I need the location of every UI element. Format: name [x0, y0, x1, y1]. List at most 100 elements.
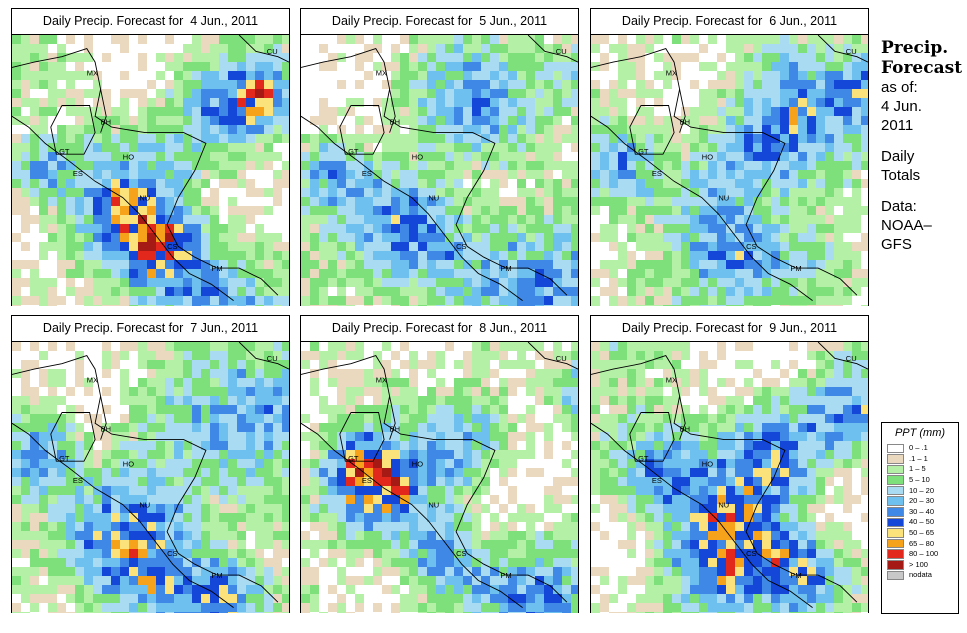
precip-cell [735, 80, 744, 89]
precip-cell [834, 134, 843, 143]
precip-cell [156, 233, 165, 242]
precip-cell [282, 405, 289, 414]
precip-cell [472, 35, 481, 44]
precip-cell [273, 296, 282, 305]
precip-cell [600, 459, 609, 468]
precip-cell [636, 179, 645, 188]
precip-cell [301, 414, 310, 423]
precip-cell [508, 125, 517, 134]
precip-cell [445, 152, 454, 161]
precip-cell [789, 143, 798, 152]
precip-cell [735, 468, 744, 477]
precip-cell [147, 432, 156, 441]
precip-cell [645, 549, 654, 558]
precip-cell [517, 513, 526, 522]
precip-cell [708, 206, 717, 215]
precip-cell [463, 287, 472, 296]
precip-cell [645, 522, 654, 531]
precip-cell [517, 143, 526, 152]
precip-cell [499, 504, 508, 513]
precip-cell [255, 459, 264, 468]
precip-cell [645, 179, 654, 188]
precip-cell [708, 116, 717, 125]
precip-cell [138, 53, 147, 62]
precip-cell [174, 378, 183, 387]
precip-cell [373, 459, 382, 468]
precip-cell [618, 278, 627, 287]
precip-cell [553, 71, 562, 80]
precip-cell [454, 594, 463, 603]
precip-cell [427, 251, 436, 260]
precip-cell [618, 71, 627, 80]
precip-cell [183, 152, 192, 161]
precip-cell [463, 143, 472, 152]
precip-cell [418, 53, 427, 62]
precip-cell [789, 296, 798, 305]
precip-cell [391, 522, 400, 531]
precip-cell [798, 179, 807, 188]
precip-cell [825, 540, 834, 549]
precip-cell [237, 396, 246, 405]
precip-cell [255, 188, 264, 197]
precip-cell [373, 224, 382, 233]
precip-cell [735, 396, 744, 405]
precip-cell [717, 188, 726, 197]
precip-cell [609, 396, 618, 405]
precip-cell [328, 188, 337, 197]
precip-cell [21, 152, 30, 161]
precip-cell [571, 143, 578, 152]
precip-cell [237, 495, 246, 504]
precip-cell [427, 206, 436, 215]
precip-cell [21, 296, 30, 305]
precip-cell [138, 612, 147, 613]
precip-cell [654, 486, 663, 495]
precip-cell [75, 477, 84, 486]
precip-cell [726, 125, 735, 134]
precip-cell [843, 369, 852, 378]
precip-cell [346, 459, 355, 468]
precip-cell [246, 98, 255, 107]
precip-cell [843, 405, 852, 414]
precip-cell [364, 513, 373, 522]
precip-cell [499, 468, 508, 477]
precip-cell [762, 53, 771, 62]
precip-cell [699, 224, 708, 233]
precip-cell [508, 513, 517, 522]
precip-cell [400, 531, 409, 540]
precip-cell [463, 459, 472, 468]
precip-cell [30, 197, 39, 206]
precip-cell [535, 396, 544, 405]
precip-cell [346, 504, 355, 513]
precip-cell [771, 125, 780, 134]
precip-cell [600, 107, 609, 116]
precip-cell [526, 378, 535, 387]
precip-cell [472, 477, 481, 486]
precip-cell [138, 423, 147, 432]
precip-cell [156, 603, 165, 612]
precip-cell [138, 215, 147, 224]
precip-cell [418, 522, 427, 531]
precip-cell [481, 260, 490, 269]
precip-cell [93, 80, 102, 89]
precip-cell [591, 522, 600, 531]
precip-cell [391, 540, 400, 549]
precip-cell [571, 287, 578, 296]
precip-cell [735, 513, 744, 522]
precip-cell [183, 53, 192, 62]
precip-cell [472, 450, 481, 459]
precip-cell [12, 170, 21, 179]
precip-cell [93, 612, 102, 613]
precip-cell [654, 188, 663, 197]
forecast-panel-6: Daily Precip. Forecast for 9 Jun., 2011 … [590, 315, 869, 613]
precip-cell [147, 305, 156, 306]
precip-cell [445, 179, 454, 188]
precip-cell [825, 378, 834, 387]
precip-cell [219, 89, 228, 98]
country-label-gt: GT [348, 454, 359, 463]
precip-cell [201, 513, 210, 522]
precip-cell [454, 423, 463, 432]
precip-cell [562, 125, 571, 134]
precip-cell [346, 405, 355, 414]
precip-cell [499, 342, 508, 351]
precip-cell [445, 405, 454, 414]
